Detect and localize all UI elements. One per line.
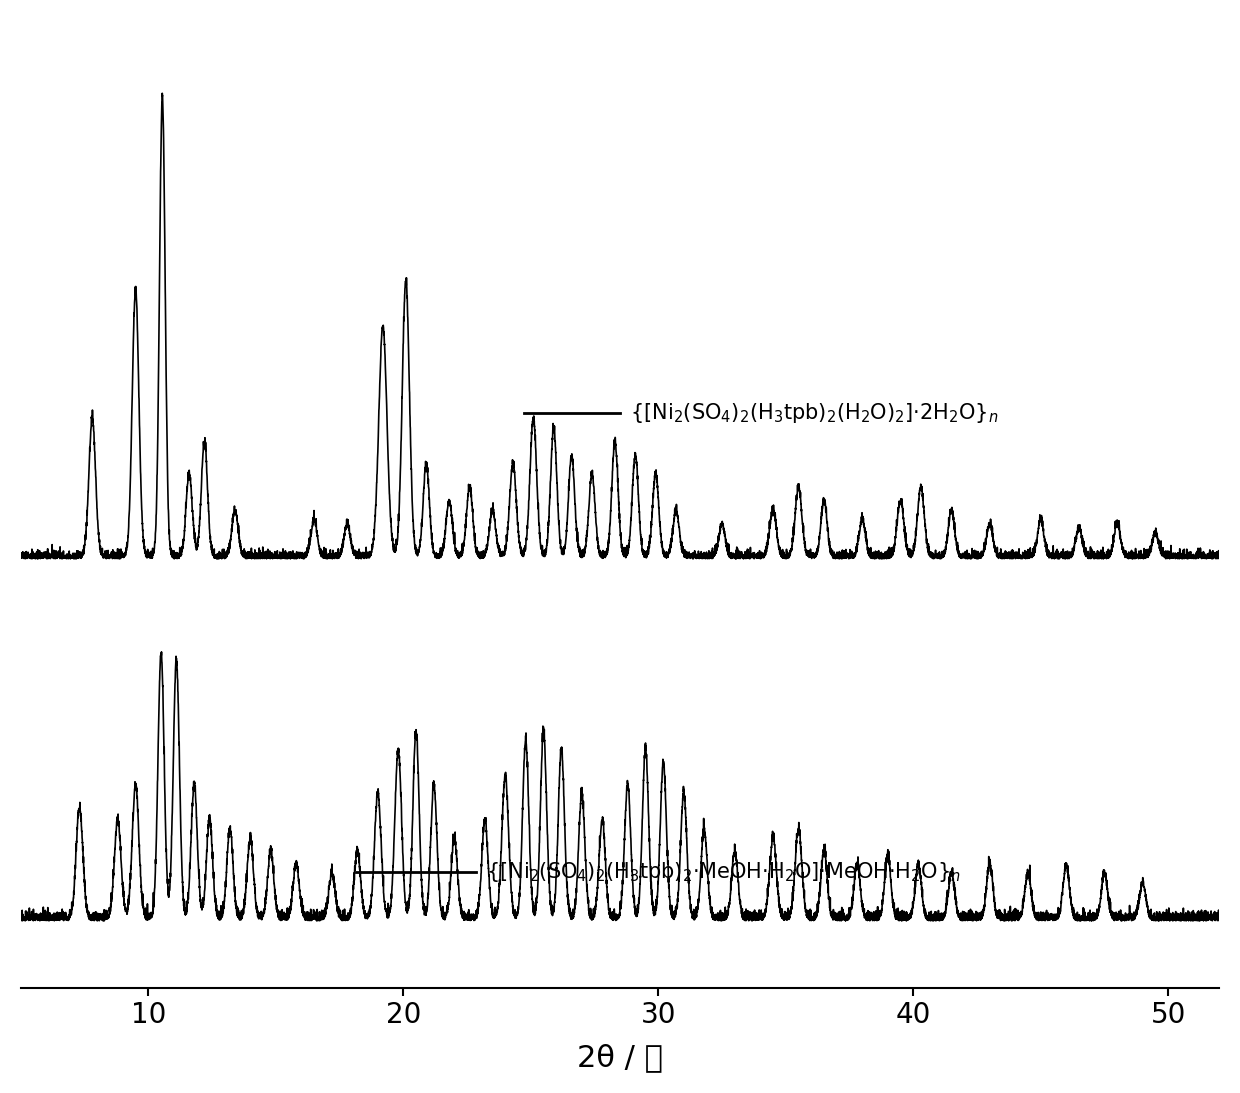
Text: {[Ni$_2$(SO$_4$)$_2$(H$_3$tpb)$_2$·MeOH·H$_2$O]·MeOH·H$_2$O}$_n$: {[Ni$_2$(SO$_4$)$_2$(H$_3$tpb)$_2$·MeOH·… [486,860,961,884]
Text: {[Ni$_2$(SO$_4$)$_2$(H$_3$tpb)$_2$(H$_2$O)$_2$]·2H$_2$O}$_n$: {[Ni$_2$(SO$_4$)$_2$(H$_3$tpb)$_2$(H$_2$… [630,400,999,424]
X-axis label: 2θ / 度: 2θ / 度 [577,1043,663,1072]
